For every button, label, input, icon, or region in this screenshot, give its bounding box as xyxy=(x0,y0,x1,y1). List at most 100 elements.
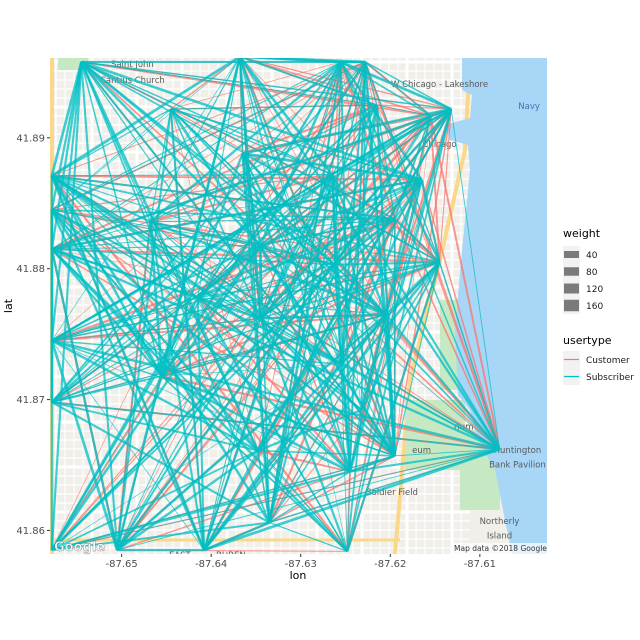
subscriber-trip-line xyxy=(438,261,501,450)
subscriber-trip-line xyxy=(149,221,206,551)
customer-trip-line xyxy=(394,115,431,456)
subscriber-trip-line xyxy=(239,58,342,365)
legend-weight-key xyxy=(564,267,579,276)
subscriber-trip-line xyxy=(116,221,151,551)
subscriber-trip-line xyxy=(376,105,396,220)
subscriber-trip-line xyxy=(340,363,500,450)
subscriber-trip-line xyxy=(50,209,206,551)
map-label: EAST xyxy=(169,551,192,561)
subscriber-trip-line xyxy=(349,218,396,472)
y-tick-label: 41.89 xyxy=(16,133,45,144)
subscriber-trip-line xyxy=(257,449,395,457)
subscriber-trip-line xyxy=(450,108,500,450)
subscriber-trip-line xyxy=(116,108,172,551)
subscriber-trip-line xyxy=(196,173,333,299)
subscriber-trip-line xyxy=(51,318,261,342)
subscriber-trip-line xyxy=(364,61,452,110)
legend: weight 40 80 120 160 usertype Customer Subsc… xyxy=(563,227,634,385)
subscriber-trip-line xyxy=(260,313,386,320)
subscriber-trip-line xyxy=(51,248,198,299)
subscriber-trip-line xyxy=(161,313,387,377)
subscriber-trip-line xyxy=(170,108,262,319)
legend-weight-label: 160 xyxy=(586,302,603,312)
subscriber-trip-line xyxy=(269,521,348,552)
customer-trip-line xyxy=(420,179,501,450)
subscriber-trip-line xyxy=(51,61,366,403)
customer-trip-line xyxy=(394,218,501,450)
map-label: Navy xyxy=(518,102,540,112)
subscriber-trip-line xyxy=(50,61,83,551)
subscriber-trip-line xyxy=(116,317,262,551)
legend-usertype-title: usertype xyxy=(563,334,612,347)
subscriber-trip-line xyxy=(160,153,244,377)
map-label: W Chicago - Lakeshore xyxy=(391,80,488,90)
subscriber-trip-line xyxy=(339,104,379,365)
subscriber-trip-line xyxy=(149,108,172,222)
subscriber-trip-line xyxy=(160,61,367,377)
subscriber-trip-line xyxy=(349,454,396,473)
legend-weight-label: 80 xyxy=(586,268,598,278)
map-label: Bank Pavilion xyxy=(489,461,546,471)
subscriber-trip-line xyxy=(51,58,241,177)
customer-trip-line xyxy=(438,108,452,263)
subscriber-trip-line xyxy=(259,178,423,320)
subscriber-trip-line xyxy=(51,61,342,250)
legend-weight-key xyxy=(564,251,579,258)
subscriber-trip-line xyxy=(150,221,335,266)
legend-weight-label: 40 xyxy=(586,251,598,261)
subscriber-trip-line xyxy=(116,244,261,551)
subscriber-trip-line xyxy=(197,104,378,298)
subscriber-trip-line xyxy=(197,296,386,316)
map-attribution: Map data ©2018 Google xyxy=(454,544,547,553)
subscriber-trip-line xyxy=(170,108,333,176)
subscriber-trip-line xyxy=(51,248,501,451)
subscriber-trip-line xyxy=(116,449,259,552)
subscriber-trip-line xyxy=(241,153,271,523)
subscriber-trip-line xyxy=(51,108,172,177)
subscriber-trip-line xyxy=(196,297,206,551)
subscriber-trip-line xyxy=(51,58,240,341)
subscriber-trip-line xyxy=(364,61,431,116)
legend-usertype-items: Customer Subscriber xyxy=(563,351,634,385)
subscriber-trip-line xyxy=(349,61,367,472)
subscriber-trip-line xyxy=(51,175,500,450)
subscriber-trip-line xyxy=(51,58,239,211)
subscriber-trip-line xyxy=(420,179,441,263)
legend-usertype-label: Customer xyxy=(586,356,630,366)
subscriber-trip-line xyxy=(149,58,240,222)
subscriber-trip-line xyxy=(51,104,378,403)
subscriber-trip-line xyxy=(394,448,500,457)
subscriber-trip-line xyxy=(80,61,119,551)
customer-trip-line xyxy=(51,248,396,457)
subscriber-trip-line xyxy=(150,218,395,223)
subscriber-trip-line xyxy=(333,114,432,266)
subscriber-trip-line xyxy=(51,455,395,551)
subscriber-trip-line xyxy=(51,401,500,451)
subscriber-trip-line xyxy=(260,115,431,246)
customer-trip-line xyxy=(268,218,396,524)
subscriber-trip-line xyxy=(203,261,441,551)
subscriber-trip-line xyxy=(257,450,271,523)
map-label: Soldier Field xyxy=(366,488,418,498)
google-logo: Google xyxy=(54,540,105,555)
subscriber-trip-line xyxy=(197,217,396,299)
subscriber-trip-line xyxy=(51,375,163,551)
legend-weight-items: 40 80 120 160 xyxy=(563,246,603,314)
customer-trip-line xyxy=(376,104,452,110)
subscriber-trip-line xyxy=(81,61,377,106)
customer-trip-line xyxy=(429,115,501,450)
subscriber-trip-line xyxy=(51,521,270,552)
subscriber-trip-line xyxy=(384,314,397,456)
subscriber-trip-line xyxy=(340,60,452,111)
subscriber-trip-line xyxy=(240,58,378,107)
legend-weight-label: 120 xyxy=(586,285,603,295)
subscriber-trip-line xyxy=(376,104,431,116)
map-label: Saint John xyxy=(111,60,154,70)
subscriber-trip-line xyxy=(259,317,352,473)
customer-trip-line xyxy=(376,104,500,450)
subscriber-trip-line xyxy=(50,61,83,177)
subscriber-trip-line xyxy=(394,262,441,456)
trip-lines xyxy=(50,58,501,553)
customer-trip-line xyxy=(240,58,440,263)
